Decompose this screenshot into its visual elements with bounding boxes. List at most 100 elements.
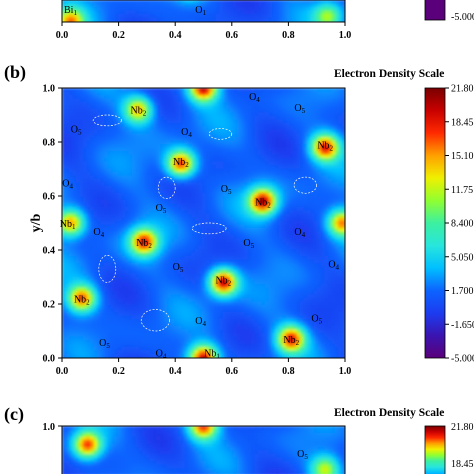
- density-cell: [289, 165, 294, 170]
- density-cell: [83, 95, 88, 100]
- density-cell: [216, 182, 221, 187]
- density-cell: [244, 98, 249, 103]
- density-cell: [121, 95, 126, 100]
- density-cell: [314, 228, 319, 233]
- density-cell: [93, 126, 98, 131]
- density-cell: [128, 17, 133, 22]
- density-cell: [93, 133, 98, 138]
- density-cell: [321, 221, 326, 226]
- density-cell: [205, 151, 210, 156]
- density-cell: [335, 112, 340, 117]
- density-cell: [300, 102, 305, 107]
- density-cell: [114, 165, 119, 170]
- density-cell: [156, 266, 161, 271]
- density-cell: [177, 179, 182, 184]
- density-cell: [142, 238, 147, 243]
- density-cell: [65, 242, 70, 247]
- density-cell: [272, 193, 277, 198]
- density-cell: [160, 168, 165, 173]
- density-cell: [146, 158, 151, 163]
- density-cell: [296, 207, 301, 212]
- density-cell: [142, 277, 147, 282]
- density-cell: [76, 270, 81, 275]
- density-cell: [125, 158, 130, 163]
- density-cell: [244, 133, 249, 138]
- density-cell: [114, 119, 119, 124]
- density-cell: [191, 88, 196, 93]
- density-cell: [72, 196, 77, 201]
- density-cell: [303, 112, 308, 117]
- density-cell: [184, 182, 189, 187]
- density-cell: [174, 98, 179, 103]
- density-cell: [167, 196, 172, 201]
- density-cell: [195, 109, 200, 114]
- density-cell: [310, 137, 315, 142]
- density-cell: [230, 88, 235, 93]
- density-cell: [191, 123, 196, 128]
- density-cell: [209, 133, 214, 138]
- density-cell: [251, 123, 256, 128]
- density-cell: [195, 182, 200, 187]
- density-cell: [163, 133, 168, 138]
- density-cell: [265, 186, 270, 191]
- density-cell: [114, 151, 119, 156]
- density-cell: [261, 14, 266, 19]
- density-cell: [107, 137, 112, 142]
- density-cell: [191, 109, 196, 114]
- density-cell: [296, 109, 301, 114]
- density-cell: [338, 17, 343, 22]
- density-cell: [226, 249, 231, 254]
- density-cell: [62, 165, 67, 170]
- density-cell: [237, 130, 242, 135]
- density-cell: [100, 235, 105, 240]
- density-cell: [205, 217, 210, 222]
- density-cell: [170, 112, 175, 117]
- density-cell: [223, 158, 228, 163]
- density-cell: [321, 109, 326, 114]
- density-cell: [90, 256, 95, 261]
- density-cell: [170, 10, 175, 15]
- density-cell: [342, 91, 345, 96]
- density-cell: [86, 235, 91, 240]
- density-cell: [198, 116, 203, 121]
- density-cell: [240, 98, 245, 103]
- density-cell: [216, 203, 221, 208]
- density-cell: [118, 207, 123, 212]
- density-cell: [202, 91, 207, 96]
- density-cell: [121, 252, 126, 257]
- density-cell: [198, 88, 203, 93]
- density-cell: [149, 17, 154, 22]
- density-cell: [139, 109, 144, 114]
- density-cell: [121, 102, 126, 107]
- density-cell: [219, 151, 224, 156]
- density-cell: [317, 144, 322, 149]
- density-cell: [205, 203, 210, 208]
- density-cell: [275, 242, 280, 247]
- density-cell: [114, 17, 119, 22]
- density-cell: [195, 193, 200, 198]
- density-cell: [118, 119, 123, 124]
- density-cell: [230, 249, 235, 254]
- density-cell: [79, 252, 84, 257]
- density-cell: [167, 109, 172, 114]
- density-cell: [216, 172, 221, 177]
- density-cell: [125, 105, 130, 110]
- density-cell: [128, 214, 133, 219]
- density-cell: [184, 123, 189, 128]
- density-cell: [279, 0, 284, 5]
- density-cell: [279, 252, 284, 257]
- density-cell: [188, 200, 193, 205]
- density-cell: [69, 158, 74, 163]
- density-cell: [328, 228, 333, 233]
- density-cell: [62, 273, 67, 278]
- density-cell: [324, 175, 329, 180]
- density-cell: [310, 144, 315, 149]
- density-cell: [303, 221, 308, 226]
- density-cell: [237, 133, 242, 138]
- density-cell: [167, 238, 172, 243]
- density-cell: [146, 228, 151, 233]
- density-cell: [107, 249, 112, 254]
- density-cell: [72, 266, 77, 271]
- density-cell: [314, 126, 319, 131]
- density-cell: [293, 130, 298, 135]
